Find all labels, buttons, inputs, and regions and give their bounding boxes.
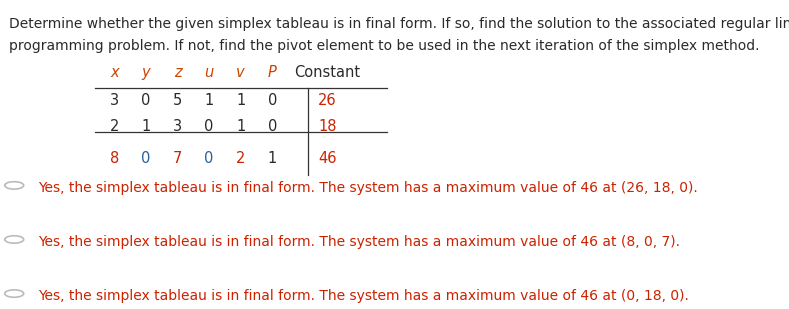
- Text: z: z: [174, 65, 181, 80]
- Text: 1: 1: [141, 119, 151, 134]
- Text: u: u: [204, 65, 214, 80]
- Text: 3: 3: [110, 93, 119, 108]
- Text: Constant: Constant: [294, 65, 361, 80]
- Text: 46: 46: [318, 151, 337, 167]
- Text: 1: 1: [267, 151, 277, 167]
- Text: 1: 1: [204, 93, 214, 108]
- Text: 7: 7: [173, 151, 182, 167]
- Text: Determine whether the given simplex tableau is in final form. If so, find the so: Determine whether the given simplex tabl…: [9, 17, 789, 31]
- Text: 2: 2: [236, 151, 245, 167]
- Text: 2: 2: [110, 119, 119, 134]
- Text: 0: 0: [204, 151, 214, 167]
- Text: 18: 18: [318, 119, 337, 134]
- Text: 1: 1: [236, 93, 245, 108]
- Text: 0: 0: [141, 151, 151, 167]
- Text: 26: 26: [318, 93, 337, 108]
- Text: v: v: [237, 65, 245, 80]
- Text: 5: 5: [173, 93, 182, 108]
- Text: Yes, the simplex tableau is in final form. The system has a maximum value of 46 : Yes, the simplex tableau is in final for…: [38, 235, 680, 249]
- Text: 1: 1: [236, 119, 245, 134]
- Text: P: P: [267, 65, 277, 80]
- Text: 0: 0: [267, 119, 277, 134]
- Text: Yes, the simplex tableau is in final form. The system has a maximum value of 46 : Yes, the simplex tableau is in final for…: [38, 181, 697, 195]
- Text: 8: 8: [110, 151, 119, 167]
- Text: programming problem. If not, find the pivot element to be used in the next itera: programming problem. If not, find the pi…: [9, 39, 760, 53]
- Text: 3: 3: [173, 119, 182, 134]
- Text: 0: 0: [267, 93, 277, 108]
- Text: 0: 0: [204, 119, 214, 134]
- Text: x: x: [110, 65, 118, 80]
- Text: y: y: [142, 65, 150, 80]
- Text: Yes, the simplex tableau is in final form. The system has a maximum value of 46 : Yes, the simplex tableau is in final for…: [38, 289, 689, 303]
- Text: 0: 0: [141, 93, 151, 108]
